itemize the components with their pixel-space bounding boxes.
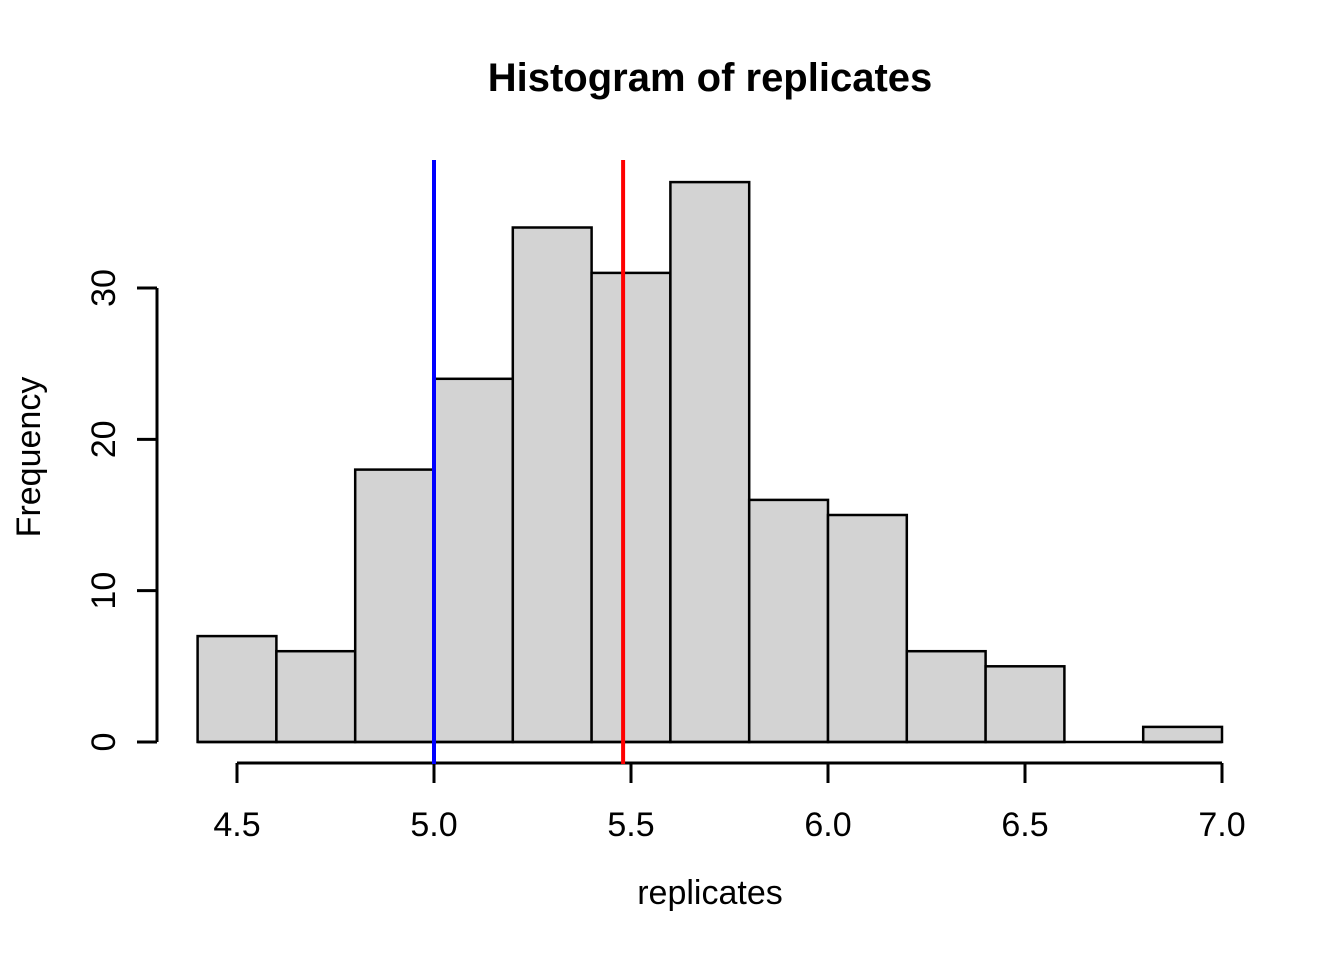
histogram-bar — [196, 634, 278, 744]
y-tick-label: 20 — [85, 420, 123, 458]
x-tick-label: 7.0 — [1198, 806, 1245, 844]
x-tick-label: 5.0 — [410, 806, 457, 844]
histogram-bar — [984, 665, 1066, 744]
y-axis-title: Frequency — [10, 376, 48, 538]
histogram-bar — [905, 649, 987, 744]
y-tick-label: 30 — [85, 269, 123, 307]
plot-title: Histogram of replicates — [487, 56, 933, 100]
histogram-bar — [669, 180, 751, 744]
x-tick-label: 6.0 — [804, 806, 851, 844]
histogram-bar — [275, 649, 357, 744]
histogram-bar — [353, 468, 436, 744]
y-tick-label: 10 — [85, 572, 123, 610]
y-tick-label: 0 — [85, 733, 123, 752]
histogram-bar — [432, 377, 515, 744]
x-tick-label: 5.5 — [607, 806, 654, 844]
histogram-bar — [826, 513, 909, 744]
histogram-bar — [1141, 725, 1224, 744]
x-axis-title: replicates — [637, 874, 783, 912]
histogram-bar — [747, 498, 830, 744]
histogram-bar — [590, 271, 672, 744]
x-tick-label: 6.5 — [1001, 806, 1048, 844]
x-tick-label: 4.5 — [213, 806, 260, 844]
histogram-bar — [511, 226, 593, 744]
